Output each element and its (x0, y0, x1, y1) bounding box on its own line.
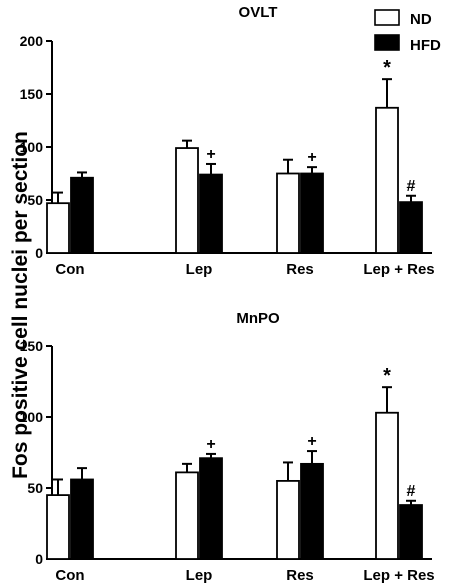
bar (70, 478, 94, 560)
significance-marker: + (206, 146, 215, 163)
significance-marker: # (407, 178, 416, 195)
bar (300, 462, 324, 560)
significance-marker: * (383, 365, 391, 387)
bar (46, 202, 70, 254)
bar (175, 147, 199, 254)
y-tick-label: 0 (35, 551, 43, 567)
significance-marker: # (407, 483, 416, 500)
x-tick-label: Res (286, 567, 314, 584)
y-tick-label: 100 (20, 409, 44, 425)
bar (375, 106, 399, 254)
bar (70, 176, 94, 254)
bar (175, 471, 199, 560)
bar (399, 504, 423, 560)
x-tick-label: Lep (186, 261, 213, 278)
x-tick-label: Lep + Res (363, 261, 434, 278)
bar (375, 411, 399, 560)
bar (199, 457, 223, 560)
chart-panel-mnpo: MnPO 0 50 100 150 Con Lep Res Lep + Res * + + # (20, 310, 435, 584)
x-tick-label: Lep (186, 567, 213, 584)
y-tick-label: 0 (35, 245, 43, 261)
x-tick-label: Lep + Res (363, 567, 434, 584)
bar (300, 172, 324, 254)
y-tick-label: 150 (20, 86, 44, 102)
significance-marker: + (307, 433, 316, 450)
legend-label-hfd: HFD (410, 37, 441, 54)
bar (399, 201, 423, 254)
chart-panel-ovlt: OVLT 0 50 100 150 200 Con Lep Res Lep + Res * + + # (20, 4, 435, 278)
bar (46, 494, 70, 560)
y-tick-label: 200 (20, 33, 44, 49)
y-tick-label: 100 (20, 139, 44, 155)
bar (276, 479, 300, 560)
x-tick-label: Con (55, 261, 84, 278)
chart-title: MnPO (236, 310, 280, 327)
chart-title: OVLT (239, 4, 278, 21)
y-axis-label: Fos positive cell nuclei per section (9, 131, 32, 479)
y-tick-label: 150 (20, 338, 44, 354)
legend-swatch-hfd (374, 34, 400, 51)
y-tick-label: 50 (27, 192, 43, 208)
significance-marker: + (206, 436, 215, 453)
significance-marker: + (307, 149, 316, 166)
bar (199, 173, 223, 254)
legend-label-nd: ND (410, 11, 432, 28)
x-tick-label: Res (286, 261, 314, 278)
significance-marker: * (383, 57, 391, 79)
y-tick-label: 50 (27, 480, 43, 496)
x-tick-label: Con (55, 567, 84, 584)
bar (276, 172, 300, 254)
legend: ND HFD (374, 9, 441, 54)
legend-swatch-nd (374, 9, 400, 26)
